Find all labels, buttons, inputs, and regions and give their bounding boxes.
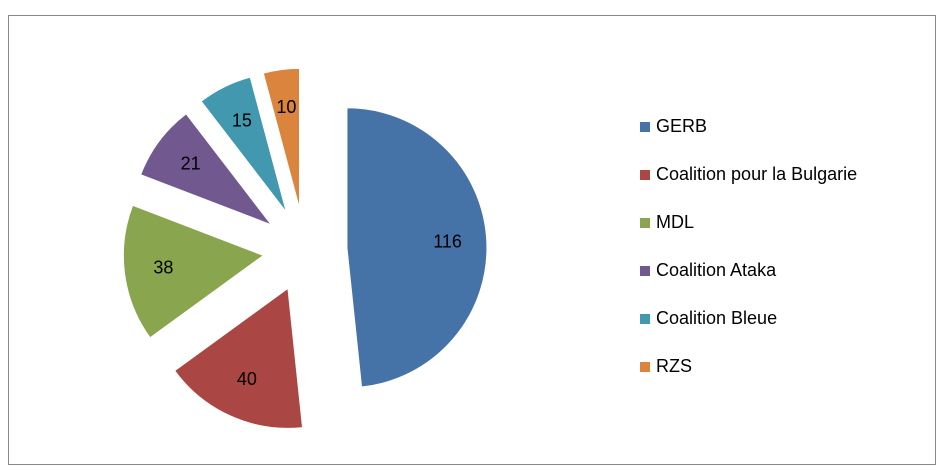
data-label: 38 bbox=[153, 257, 173, 277]
legend-swatch bbox=[640, 362, 650, 372]
legend-label: RZS bbox=[656, 356, 692, 376]
pie-slice bbox=[346, 107, 488, 388]
pie-slice bbox=[122, 204, 265, 339]
legend-label: Coalition Ataka bbox=[656, 260, 777, 280]
legend-swatch bbox=[640, 266, 650, 276]
data-label: 40 bbox=[237, 369, 257, 389]
pie-slice bbox=[173, 287, 304, 429]
legend-swatch bbox=[640, 314, 650, 324]
legend-label: MDL bbox=[656, 212, 694, 232]
legend-swatch bbox=[640, 218, 650, 228]
legend-swatch bbox=[640, 170, 650, 180]
legend-label: GERB bbox=[656, 116, 707, 136]
legend-swatch bbox=[640, 122, 650, 132]
pie-slice bbox=[262, 67, 301, 209]
data-label: 116 bbox=[433, 231, 462, 251]
data-label: 21 bbox=[181, 153, 201, 173]
legend-label: Coalition Bleue bbox=[656, 308, 777, 328]
data-label: 15 bbox=[232, 111, 252, 131]
legend-label: Coalition pour la Bulgarie bbox=[656, 164, 857, 184]
pie-slice bbox=[139, 113, 273, 226]
pie-slice bbox=[200, 76, 287, 213]
data-label: 10 bbox=[276, 97, 296, 117]
